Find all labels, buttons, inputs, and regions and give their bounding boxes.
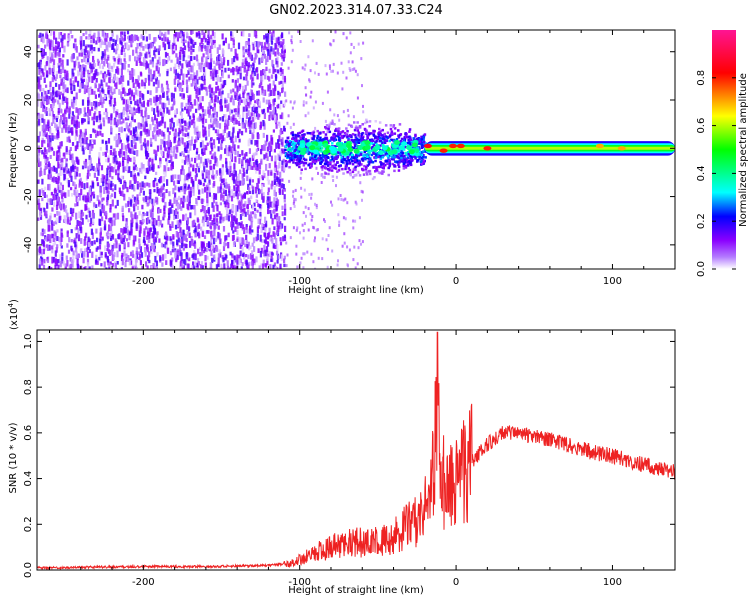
x-tick-label: 100 xyxy=(603,577,622,588)
x-tick-label: 0 xyxy=(453,577,459,588)
spectrogram-peaks xyxy=(423,143,626,153)
spectrogram-region-0 xyxy=(37,30,365,269)
x-tick-label: -100 xyxy=(288,577,311,588)
y-tick-label: 0.2 xyxy=(23,516,34,532)
x-tick-label: -200 xyxy=(132,276,155,287)
colorbar-tick-label: 0.4 xyxy=(696,165,707,181)
spectrogram-x-ticks: -200 -100 0 100 xyxy=(49,30,676,287)
spectrogram-y-axis-label: Frequency (Hz) xyxy=(8,112,19,188)
x-tick-label: 100 xyxy=(603,276,622,287)
spectrogram-y-ticks: -40 -20 0 20 40 xyxy=(23,45,675,253)
figure-title: GN02.2023.314.07.33.C24 xyxy=(269,3,443,18)
y-tick-label: 0.0 xyxy=(23,562,34,578)
snr-y-axis-label: SNR (10 * v/v) xyxy=(8,422,19,493)
y-tick-label: 0.6 xyxy=(23,425,34,441)
colorbar-tick-label: 0.6 xyxy=(696,118,707,134)
colorbar-tick-label: 0.2 xyxy=(696,213,707,229)
snr-series-line xyxy=(37,331,675,570)
spectrogram-peak xyxy=(617,146,626,151)
y-tick-label: 0.8 xyxy=(23,379,34,395)
x-tick-label: -100 xyxy=(288,276,311,287)
y-tick-label: 0.4 xyxy=(23,471,34,487)
snr-panel: -200 -100 0 100 0.0 0.2 0.4 0.6 0.8 1.0 Height o… xyxy=(7,299,676,596)
spectrogram-peak xyxy=(483,146,492,151)
y-tick-label: 40 xyxy=(23,45,34,58)
snr-y-ticks: 0.0 0.2 0.4 0.6 0.8 1.0 xyxy=(23,333,675,578)
colorbar-label: Normalized spectral amplitude xyxy=(738,73,749,227)
colorbar-tick-label: 0.0 xyxy=(696,261,707,277)
colorbar-ticks: 0.0 0.2 0.4 0.6 0.8 xyxy=(696,70,736,277)
spectrogram-peak xyxy=(456,143,465,149)
y-tick-label: -40 xyxy=(23,237,34,253)
colorbar-tick-label: 0.8 xyxy=(696,70,707,86)
spectrogram-frame xyxy=(36,29,676,270)
snr-x-axis-label: Height of straight line (km) xyxy=(288,585,424,596)
colorbar-scale xyxy=(712,30,736,269)
spectrogram-peak xyxy=(423,143,432,149)
spectrogram-region-2 xyxy=(424,141,675,156)
x-tick-label: 0 xyxy=(453,276,459,287)
snr-frame xyxy=(36,329,676,571)
spectrogram-peak xyxy=(439,148,448,153)
snr-scale-close: ) xyxy=(9,299,20,303)
colorbar: 0.0 0.2 0.4 0.6 0.8 Normalized spectral ampl… xyxy=(696,30,749,277)
spectrogram-x-axis-label: Height of straight line (km) xyxy=(288,285,424,296)
spectrogram-marks xyxy=(37,30,675,269)
y-tick-label: 20 xyxy=(23,94,34,107)
snr-scale-exponent: 4 xyxy=(7,302,15,307)
y-tick-label: -20 xyxy=(23,188,34,204)
spectrogram-peak xyxy=(449,143,457,149)
snr-x-ticks: -200 -100 0 100 xyxy=(49,330,676,588)
y-tick-label: 1.0 xyxy=(23,333,34,349)
snr-scale-base: (x10 xyxy=(9,307,20,330)
snr-marks xyxy=(37,331,675,570)
x-tick-label: -200 xyxy=(132,577,155,588)
y-tick-label: 0 xyxy=(23,145,34,151)
snr-scale-factor: (x104) xyxy=(7,299,20,330)
spectrogram-peak xyxy=(595,143,604,149)
spectrogram-region-1 xyxy=(284,118,428,181)
